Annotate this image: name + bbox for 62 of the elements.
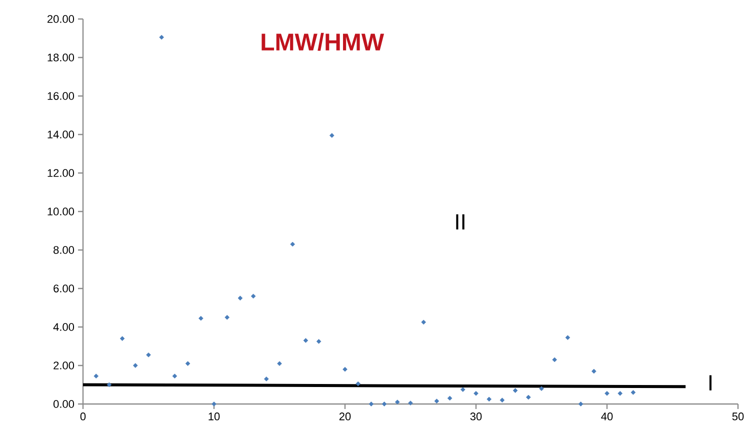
x-tick-label: 30 — [470, 412, 482, 420]
y-tick-label: 20.00 — [47, 15, 74, 23]
y-tick-label: 0.00 — [53, 400, 74, 408]
point — [330, 133, 334, 138]
chart-title: LMW/HMW — [262, 32, 384, 51]
point — [198, 316, 204, 321]
point — [395, 400, 400, 404]
point — [526, 394, 531, 400]
x-tick-label: 20 — [339, 412, 351, 420]
point — [421, 320, 426, 325]
point — [447, 396, 452, 401]
point — [342, 366, 348, 372]
point — [106, 382, 112, 388]
point — [159, 34, 164, 40]
y-tick-label: 12.00 — [48, 169, 74, 177]
point — [552, 357, 558, 362]
point — [133, 363, 138, 368]
point — [460, 387, 466, 392]
point — [591, 368, 596, 374]
point — [250, 294, 256, 299]
y-tick-label: 4.00 — [53, 323, 74, 331]
x-tick-label: 0 — [80, 412, 86, 420]
point — [474, 390, 478, 396]
point — [146, 352, 151, 358]
x-tick-label: 50 — [732, 412, 744, 420]
point — [94, 374, 99, 378]
point — [120, 336, 125, 341]
y-tick-label: 14.00 — [48, 130, 74, 138]
point — [630, 390, 636, 395]
point — [277, 361, 282, 366]
point — [212, 402, 216, 406]
point — [434, 398, 440, 404]
point — [578, 402, 584, 406]
point — [303, 338, 308, 343]
point — [290, 242, 296, 247]
point — [512, 388, 518, 393]
point — [368, 402, 374, 406]
y-tick-label: 10.00 — [48, 208, 74, 216]
point — [408, 400, 413, 406]
point — [565, 335, 570, 340]
y-tick-label: 6.00 — [54, 284, 74, 292]
x-tick-label: 40 — [601, 412, 613, 420]
point — [224, 314, 230, 320]
point — [172, 374, 178, 378]
point — [500, 398, 505, 403]
x-tick-label: 10 — [208, 412, 220, 420]
annotation: I — [709, 375, 712, 390]
point — [604, 390, 610, 396]
point — [486, 396, 492, 402]
y-tick-label: 16.00 — [48, 92, 74, 100]
y-tick-label: 2.00 — [54, 362, 74, 370]
point — [238, 296, 243, 301]
point — [264, 376, 269, 382]
point — [382, 402, 387, 406]
point — [185, 361, 190, 366]
point — [539, 386, 544, 391]
y-tick-label: 8.00 — [54, 246, 74, 254]
point — [316, 339, 322, 344]
y-tick-label: 18.00 — [48, 54, 74, 62]
annotation: II — [456, 214, 464, 230]
point — [356, 381, 361, 386]
point — [618, 390, 623, 396]
